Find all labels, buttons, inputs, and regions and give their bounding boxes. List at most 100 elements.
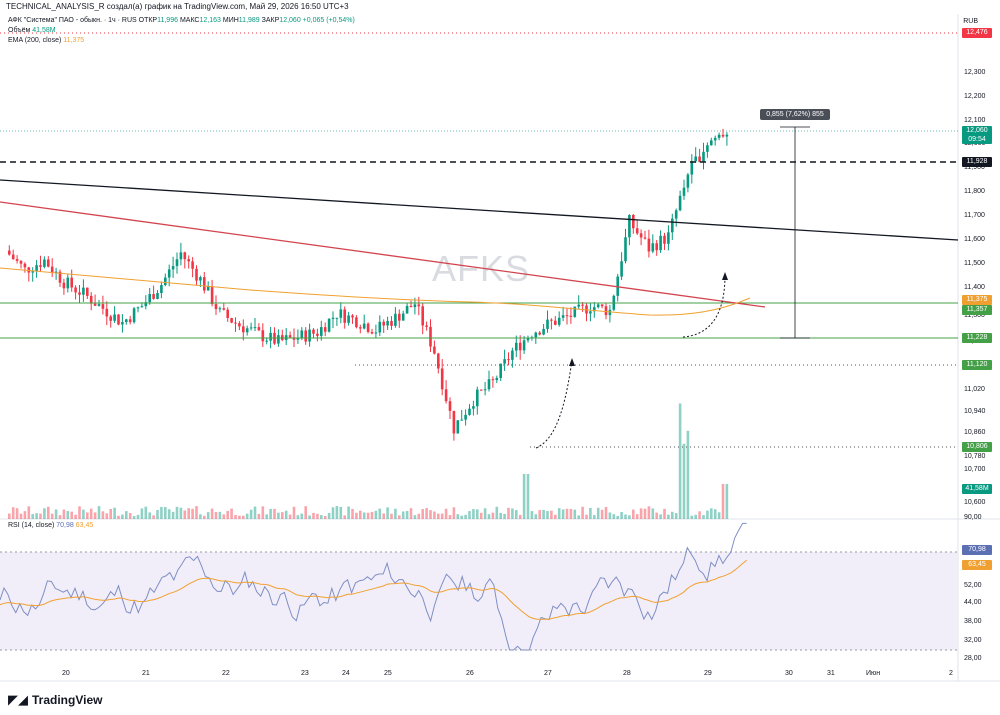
candle-body [538, 332, 541, 335]
volume-bar [534, 514, 538, 519]
price-tick: 11,300 [964, 312, 985, 319]
volume-bar [686, 430, 690, 519]
candle-body [362, 323, 366, 329]
candle-body [187, 259, 190, 262]
volume-bar [82, 509, 85, 519]
candle-body [374, 332, 378, 334]
volume-bar [600, 509, 604, 519]
volume-bar [635, 514, 639, 519]
rsi-ma-line [0, 559, 747, 620]
volume-bar [546, 510, 549, 519]
volume-bar [230, 508, 233, 519]
volume-bar [175, 506, 179, 519]
candle-body [58, 271, 62, 283]
price-tick: 11,700 [964, 212, 985, 219]
price-tick: 11,600 [964, 236, 985, 243]
volume-bar [437, 513, 440, 519]
candle-body [581, 304, 584, 306]
volume-bar [222, 514, 226, 519]
volume-bar [643, 508, 647, 519]
candle-body [304, 330, 307, 342]
candle-body [628, 214, 631, 238]
volume-legend[interactable]: Объём 41,58M [8, 26, 56, 36]
candle-body [54, 271, 58, 273]
volume-bar [682, 443, 686, 519]
candle-body [156, 293, 159, 299]
volume-bar [390, 513, 393, 519]
volume-bar [425, 508, 428, 519]
volume-bar [206, 512, 210, 519]
rsi-legend[interactable]: RSI (14, close) 70,98 63,45 [8, 522, 93, 529]
volume-bar [550, 510, 553, 519]
open-label: ОТКР [138, 17, 158, 24]
candle-body [39, 265, 42, 267]
candle-body [97, 304, 101, 306]
candle-body [710, 140, 713, 146]
volume-bar [15, 508, 19, 519]
candle-body [608, 309, 612, 316]
arrow-path-1 [535, 359, 573, 449]
candle-body [253, 327, 257, 329]
rsi-value: 70,98 [56, 522, 74, 529]
volume-bar [448, 515, 452, 519]
candle-body [269, 332, 272, 341]
volume-bar [351, 508, 354, 519]
volume-bar [331, 507, 335, 519]
brand-name: TradingView [32, 693, 103, 707]
rsi-tick: 32,00 [964, 637, 982, 644]
volume-bar [265, 514, 268, 519]
candle-body [690, 161, 694, 175]
price-tick: 10,700 [964, 466, 986, 473]
volume-bar [54, 509, 58, 519]
candle-body [624, 237, 627, 262]
candle-body [706, 145, 709, 152]
volume-bar [343, 515, 346, 519]
candle-body [413, 304, 417, 308]
tradingview-icon: ◤◢ [8, 692, 28, 707]
volume-bar [554, 514, 557, 519]
candle-body [339, 309, 343, 318]
arrow-head-1 [569, 358, 575, 366]
volume-bar [62, 509, 66, 519]
candle-body [378, 321, 382, 333]
volume-bar [366, 512, 370, 519]
volume-bar [296, 515, 300, 519]
volume-bar [160, 506, 163, 519]
high-value: 12,163 [199, 17, 221, 24]
price-tick: 11,800 [964, 188, 985, 195]
candle-body [62, 282, 66, 289]
volume-bar [101, 511, 105, 519]
price-tick: 10,860 [964, 429, 986, 436]
candle-body [491, 379, 495, 381]
candle-body [725, 134, 729, 137]
candle-body [167, 269, 171, 278]
volume-bar [511, 508, 514, 519]
volume-bar [596, 507, 600, 519]
volume-bar [417, 513, 421, 519]
volume-bar [581, 506, 584, 519]
volume-bar [589, 507, 592, 519]
candle-body [495, 377, 499, 381]
candle-body [300, 330, 304, 338]
volume-bar [585, 514, 588, 519]
volume-bar [187, 508, 190, 519]
change-value: +0,065 (+0,54%) [302, 17, 355, 24]
candle-body [261, 330, 265, 342]
price-tick: 10,600 [964, 499, 986, 506]
rsi-tick: 38,00 [964, 618, 982, 625]
candle-body [401, 313, 405, 321]
candle-body [366, 323, 370, 332]
tradingview-logo[interactable]: ◤◢ TradingView [8, 692, 102, 708]
candle-body [19, 260, 23, 264]
ema-legend[interactable]: EMA (200, close) 11,375 [8, 36, 84, 46]
candle-body [43, 259, 46, 267]
close-label: ЗАКР [261, 17, 280, 24]
volume-bar [19, 513, 23, 519]
volume-bar [507, 507, 510, 519]
volume-bar [144, 506, 148, 519]
candle-body [370, 331, 374, 334]
candle-body [292, 337, 296, 340]
volume-bar [362, 512, 366, 519]
candle-body [164, 277, 167, 286]
